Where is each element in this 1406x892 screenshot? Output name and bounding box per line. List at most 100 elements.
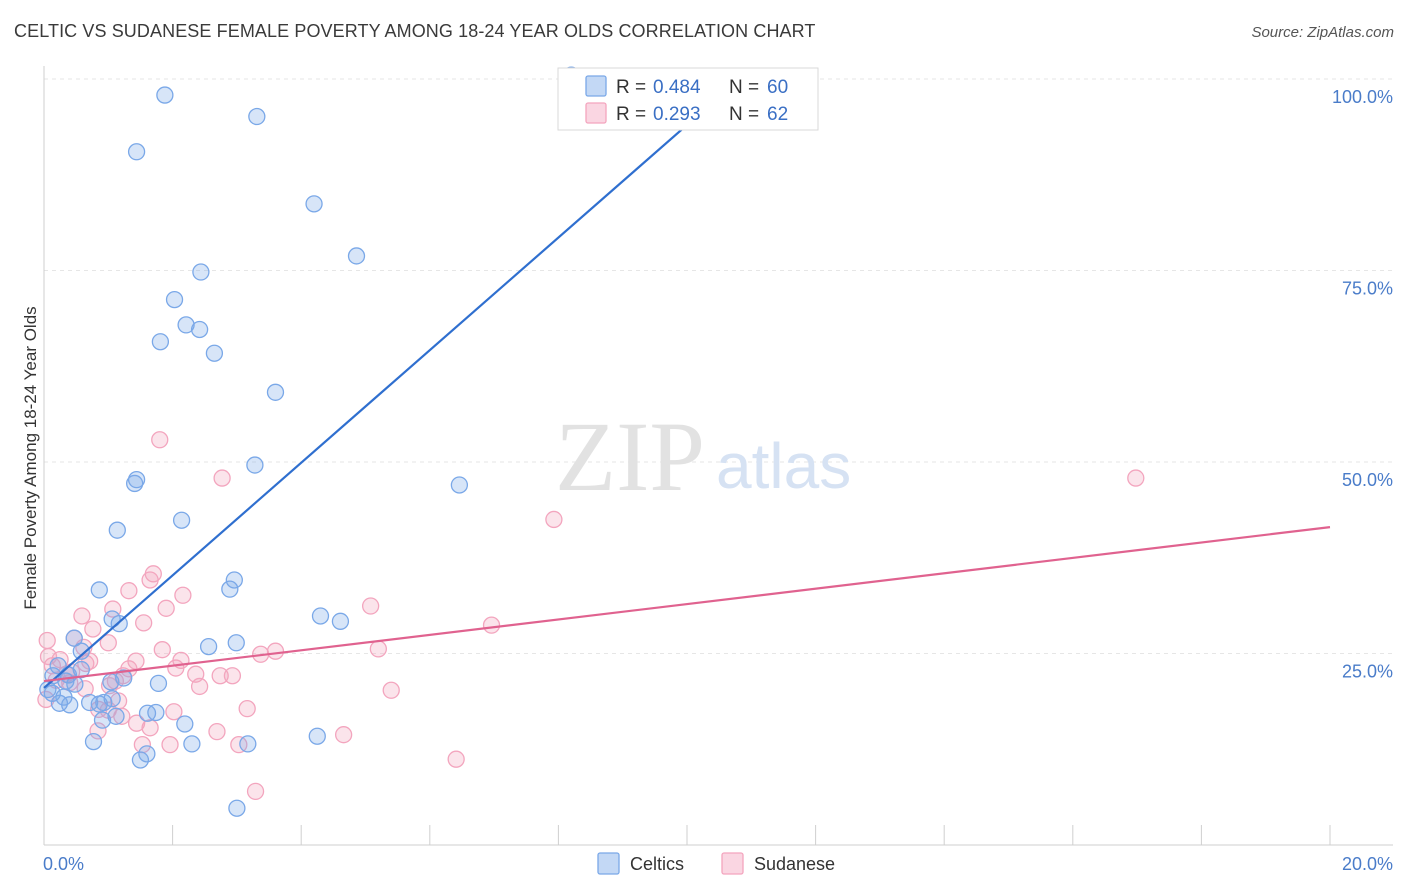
legend-r-value-celtics: 0.484 bbox=[653, 77, 701, 98]
celtics-point-3 bbox=[305, 195, 323, 213]
sudanese-point-21 bbox=[266, 642, 285, 660]
sudanese-point-13 bbox=[84, 620, 102, 638]
sudanese-point-35 bbox=[211, 667, 229, 685]
sudanese-point-53 bbox=[208, 722, 226, 741]
celtics-point-8 bbox=[190, 320, 209, 339]
celtics-point-49 bbox=[147, 703, 165, 722]
celtics-point-15 bbox=[450, 476, 469, 494]
celtics-point-14 bbox=[126, 474, 144, 493]
celtics-point-44 bbox=[95, 693, 113, 712]
sudanese-point-7 bbox=[174, 586, 192, 604]
sudanese-point-29 bbox=[167, 659, 185, 677]
celtics-point-11 bbox=[266, 383, 285, 401]
sudanese-point-1 bbox=[213, 469, 231, 487]
sudanese-point-41 bbox=[190, 677, 209, 696]
legend-r-label-celtics: R = bbox=[616, 77, 646, 98]
celtics-point-18 bbox=[225, 571, 243, 589]
sudanese-trend-line bbox=[43, 526, 1331, 683]
celtics-point-7 bbox=[177, 316, 195, 334]
y-tick-label-2: 75.0% bbox=[1342, 279, 1393, 299]
celtics-point-4 bbox=[347, 247, 366, 265]
celtics-point-45 bbox=[61, 696, 79, 714]
sudanese-point-2 bbox=[545, 510, 563, 529]
sudanese-point-11 bbox=[73, 607, 91, 625]
x-tick-label-min: 0.0% bbox=[43, 854, 84, 874]
watermark-zip: ZIP bbox=[555, 401, 705, 512]
sudanese-point-5 bbox=[141, 571, 159, 589]
sudanese-point-43 bbox=[382, 681, 400, 699]
celtics-point-6 bbox=[165, 290, 184, 309]
celtics-point-47 bbox=[107, 707, 125, 725]
legend-r-value-sudanese: 0.293 bbox=[653, 104, 701, 125]
sudanese-point-48 bbox=[113, 707, 131, 725]
sudanese-point-56 bbox=[161, 736, 179, 754]
sudanese-point-49 bbox=[127, 714, 146, 732]
legend-r-label-sudanese: R = bbox=[616, 104, 646, 125]
sudanese-point-0 bbox=[151, 431, 169, 449]
source-label: Source: ZipAtlas.com bbox=[1251, 24, 1394, 41]
celtics-point-16 bbox=[172, 511, 191, 529]
celtics-point-38 bbox=[149, 674, 168, 693]
sudanese-point-57 bbox=[230, 736, 248, 754]
celtics-point-25 bbox=[65, 629, 83, 647]
celtics-point-54 bbox=[308, 727, 326, 745]
celtics-point-2 bbox=[127, 143, 146, 161]
chart-title: CELTIC VS SUDANESE FEMALE POVERTY AMONG … bbox=[14, 21, 816, 41]
celtics-point-12 bbox=[246, 456, 264, 474]
sudanese-point-51 bbox=[141, 719, 159, 737]
celtics-point-53 bbox=[239, 735, 257, 753]
celtics-point-28 bbox=[72, 642, 90, 660]
series-legend: Celtics Sudanese bbox=[597, 852, 835, 875]
celtics-point-5 bbox=[192, 263, 210, 281]
celtics-point-51 bbox=[93, 711, 112, 729]
x-axis-ticks bbox=[172, 825, 1331, 845]
y-tick-label-3: 100.0% bbox=[1332, 87, 1393, 107]
sudanese-point-3 bbox=[1127, 469, 1145, 487]
celtics-point-22 bbox=[331, 612, 350, 630]
stats-legend: R = 0.484 N = 60 R = 0.293 N = 62 bbox=[557, 67, 819, 131]
y-axis-tick-labels: 25.0% 50.0% 75.0% 100.0% bbox=[1332, 87, 1393, 682]
sudanese-point-15 bbox=[38, 631, 56, 650]
celtics-point-58 bbox=[228, 799, 246, 817]
y-tick-label-0: 25.0% bbox=[1342, 662, 1393, 682]
stats-legend-box bbox=[557, 67, 819, 131]
sudanese-point-36 bbox=[223, 667, 242, 685]
sudanese-point-12 bbox=[135, 614, 153, 632]
legend-n-label-sudanese: N = bbox=[729, 104, 759, 125]
y-axis-title: Female Poverty Among 18-24 Year Olds bbox=[21, 306, 40, 609]
x-tick-label-max: 20.0% bbox=[1342, 854, 1393, 874]
grid-lines bbox=[44, 78, 1393, 654]
watermark: ZIP atlas bbox=[555, 401, 851, 512]
celtics-trend-line bbox=[43, 124, 688, 689]
sudanese-point-6 bbox=[120, 582, 138, 600]
celtics-point-57 bbox=[131, 751, 150, 769]
sudanese-point-8 bbox=[361, 597, 380, 615]
celtics-point-17 bbox=[108, 521, 126, 539]
sudanese-point-54 bbox=[334, 726, 353, 744]
celtics-point-20 bbox=[90, 581, 108, 599]
sudanese-point-52 bbox=[89, 722, 107, 740]
sudanese-point-17 bbox=[99, 634, 117, 652]
sudanese-point-20 bbox=[153, 641, 171, 659]
y-tick-label-1: 50.0% bbox=[1342, 470, 1393, 490]
celtics-point-50 bbox=[176, 715, 194, 733]
legend-swatch-sudanese bbox=[585, 102, 607, 124]
celtics-point-52 bbox=[84, 732, 103, 751]
celtics-point-46 bbox=[103, 690, 121, 708]
celtics-point-1 bbox=[248, 107, 266, 126]
celtics-point-9 bbox=[151, 333, 170, 351]
celtics-point-19 bbox=[221, 580, 239, 598]
celtics-point-55 bbox=[183, 735, 201, 753]
series-legend-label-sudanese: Sudanese bbox=[754, 854, 835, 874]
sudanese-point-47 bbox=[238, 700, 256, 718]
sudanese-point-16 bbox=[482, 616, 501, 634]
watermark-atlas: atlas bbox=[716, 430, 851, 502]
celtics-point-37 bbox=[115, 669, 133, 687]
series-legend-label-celtics: Celtics bbox=[630, 854, 684, 874]
celtics-point-56 bbox=[138, 745, 156, 763]
celtics-point-10 bbox=[205, 344, 224, 362]
legend-n-label-celtics: N = bbox=[729, 77, 759, 98]
sudanese-point-58 bbox=[447, 750, 465, 768]
series-legend-swatch-sudanese bbox=[721, 852, 744, 875]
